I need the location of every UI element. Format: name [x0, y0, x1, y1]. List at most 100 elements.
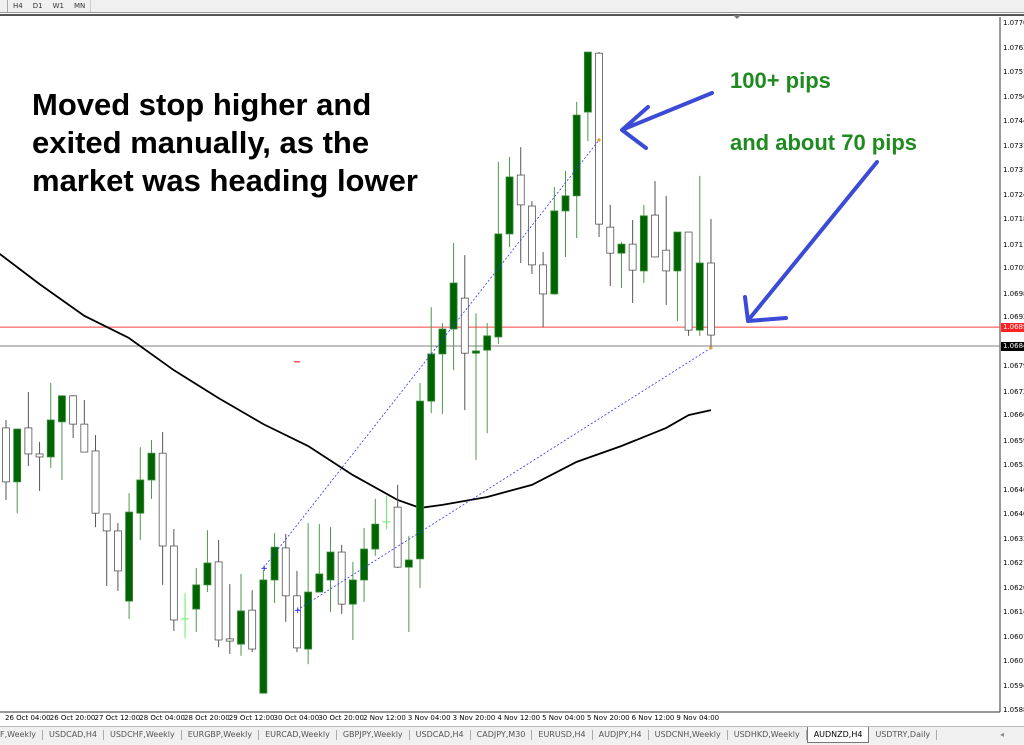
candle — [315, 524, 324, 593]
candle-body — [248, 609, 257, 650]
price-axis-label: 1.07373 — [1003, 142, 1024, 151]
time-axis-label: 26 Oct 20:00 — [49, 714, 96, 722]
price-axis-label: 1.06073 — [1003, 632, 1024, 641]
price-axis-label: 1.06530 — [1003, 460, 1024, 469]
price-axis-label: 1.06140 — [1003, 607, 1024, 616]
time-axis-label: 3 Nov 20:00 — [452, 714, 496, 722]
candle-body — [360, 548, 368, 581]
candle — [169, 529, 178, 631]
chart-tab-usdhkd-weekly[interactable]: USDHKD,Weekly — [728, 730, 807, 740]
candle — [472, 313, 480, 460]
candle — [595, 52, 603, 237]
price-axis-label: 1.07310 — [1003, 166, 1024, 175]
candle-body — [550, 210, 559, 295]
candle-body — [293, 595, 301, 649]
candle-body — [539, 264, 548, 295]
chart-tab-gbpjpy-weekly[interactable]: GBPJPY,Weekly — [337, 730, 410, 740]
chart-tab-usdcad-h4[interactable]: USDCAD,H4 — [43, 730, 104, 740]
price-axis-label: 1.07570 — [1003, 68, 1024, 77]
time-axis-label: 28 Oct 20:00 — [184, 714, 230, 722]
candle-body — [237, 610, 245, 645]
candle — [483, 323, 492, 434]
candle-body — [393, 506, 402, 568]
candle-body — [304, 591, 313, 650]
candle-body — [684, 231, 693, 331]
candle-body — [24, 427, 33, 455]
candle-body — [35, 453, 44, 458]
candle-body — [80, 423, 89, 453]
trade-close-marker-icon — [597, 138, 601, 142]
candle — [136, 447, 145, 540]
candle — [460, 255, 469, 411]
price-axis-label: 1.06723 — [1003, 387, 1024, 396]
candle — [393, 484, 402, 568]
chart-tab-eurusd-h4[interactable]: EURUSD,H4 — [532, 730, 593, 740]
candle-body — [639, 215, 648, 272]
timeframe-h4-button[interactable]: H4 — [13, 2, 23, 10]
candle-body — [69, 395, 78, 425]
tabs-scroll-left-icon[interactable]: ◂ — [999, 730, 1004, 739]
chart-tab-cadjpy-m30[interactable]: CADJPY,M30 — [471, 730, 533, 740]
candle-body — [169, 545, 178, 621]
candle-body — [125, 511, 133, 602]
chart-tab-usdtry-daily[interactable]: USDTRY,Daily — [869, 730, 938, 740]
price-axis-label: 1.07050 — [1003, 264, 1024, 273]
candle-body — [494, 233, 503, 338]
trade-close-marker-icon — [709, 346, 713, 350]
candle-body — [606, 226, 615, 254]
trade-line — [296, 347, 712, 611]
candle-body — [259, 579, 268, 694]
candle — [125, 493, 133, 619]
candle-body — [337, 551, 346, 605]
candle-body — [326, 551, 335, 581]
chart-tab-usdcad-h4[interactable]: USDCAD,H4 — [410, 730, 471, 740]
chart-top-border — [0, 14, 1024, 16]
candle — [550, 187, 559, 295]
candle — [203, 530, 212, 593]
chart-tab-audnzd-h4[interactable]: AUDNZD,H4 — [806, 727, 870, 743]
candle — [35, 441, 44, 491]
time-axis-label: 30 Oct 20:00 — [318, 714, 364, 722]
pips-label-second: and about 70 pips — [730, 130, 918, 155]
candle — [326, 527, 335, 613]
candle — [337, 544, 346, 614]
candle — [404, 535, 413, 633]
chart-tab-usdchf-weekly[interactable]: USDCHF,Weekly — [104, 730, 182, 740]
price-axis-label: 1.07113 — [1003, 240, 1024, 249]
candle-body — [192, 584, 201, 610]
timeframe-d1-button[interactable]: D1 — [32, 2, 43, 10]
candle-body — [46, 419, 55, 458]
chart-tab-audjpy-h4[interactable]: AUDJPY,H4 — [593, 730, 649, 740]
candle-body — [449, 282, 458, 330]
note-line: Moved stop higher and — [32, 87, 372, 122]
candle-body — [158, 452, 167, 547]
price-axis-label: 1.06270 — [1003, 558, 1024, 567]
candle — [304, 523, 313, 665]
time-axis-label: 26 Oct 04:00 — [5, 714, 51, 722]
time-axis-label: 5 Nov 20:00 — [586, 714, 630, 722]
time-axis-label: 29 Oct 12:00 — [228, 714, 275, 722]
candle-body — [315, 573, 324, 593]
candle-body — [472, 350, 480, 354]
timeframe-w1-button[interactable]: W1 — [52, 2, 64, 10]
candle-body — [281, 547, 290, 597]
candle-body — [13, 428, 22, 483]
chart-tab-usdcnh-weekly[interactable]: USDCNH,Weekly — [649, 730, 728, 740]
candle-body — [147, 452, 156, 481]
price-chart[interactable]: ++ — [0, 0, 1024, 726]
chart-tab-f-weekly[interactable]: F,Weekly — [0, 730, 44, 740]
candle-body — [505, 176, 514, 235]
candle — [673, 231, 682, 322]
candle — [58, 395, 66, 480]
candle — [528, 201, 536, 274]
timeframe-mn-button[interactable]: MN — [73, 2, 86, 10]
candle-body — [114, 530, 122, 572]
chart-tab-eurcad-weekly[interactable]: EURCAD,Weekly — [259, 730, 337, 740]
candle-body — [516, 174, 525, 206]
candle — [416, 383, 424, 588]
chart-tab-eurgbp-weekly[interactable]: EURGBP,Weekly — [182, 730, 260, 740]
chart-shift-marker-icon[interactable] — [733, 15, 741, 19]
time-axis-label: 9 Nov 04:00 — [676, 714, 720, 722]
candle-body — [651, 214, 659, 258]
time-axis-label: 30 Oct 04:00 — [273, 714, 320, 722]
